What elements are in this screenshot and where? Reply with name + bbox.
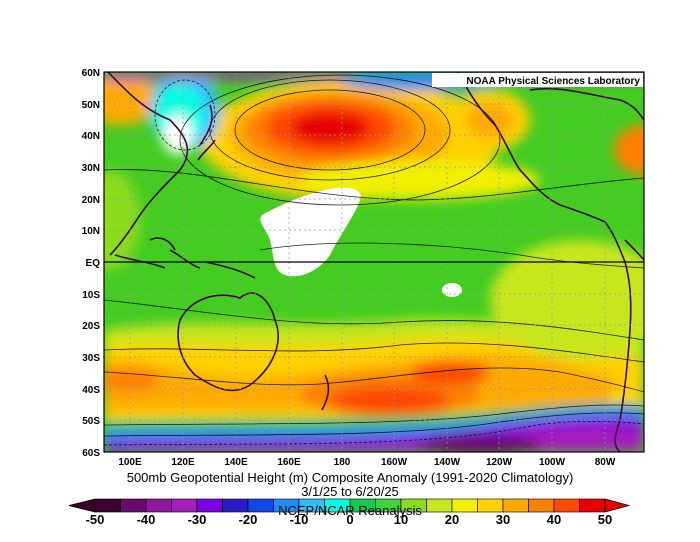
credit-box	[432, 73, 643, 87]
colorbar-tick-label: 30	[496, 512, 510, 527]
lat-label: EQ	[86, 258, 101, 269]
lat-label: 10N	[82, 226, 100, 237]
lat-label: 10S	[82, 290, 100, 301]
lon-labels: 100E 120E 140E 160E 180 160W 140W 120W 1…	[118, 457, 616, 468]
colorbar-tick-label: -10	[290, 512, 309, 527]
colorbar-tick-label: 0	[346, 512, 353, 527]
lat-label: 40S	[82, 385, 100, 396]
colorbar-ticks: -50 -40 -30 -20 -10 0 10 20 30 40 50	[86, 512, 613, 527]
caption-dates: 3/1/25 to 6/20/25	[301, 484, 399, 499]
colorbar-tick-label: -50	[86, 512, 105, 527]
lon-label: 160E	[277, 457, 301, 468]
lon-label: 140E	[224, 457, 248, 468]
lat-label: 20N	[82, 195, 100, 206]
colorbar-tick-label: 50	[598, 512, 612, 527]
lat-label: 30S	[82, 353, 100, 364]
lon-label: 120E	[171, 457, 195, 468]
colorbar-tick-label: 40	[547, 512, 561, 527]
lat-label: 30N	[82, 163, 100, 174]
lat-label: 60S	[82, 448, 100, 459]
colorbar-tick-label: -30	[188, 512, 207, 527]
credit-label: NOAA Physical Sciences Laboratory	[466, 76, 640, 87]
lon-label: 160W	[381, 457, 408, 468]
caption-source: NCEP/NCAR Reanalysis	[278, 503, 422, 518]
coastlines	[107, 72, 644, 452]
lon-label: 80W	[595, 457, 616, 468]
caption-title: 500mb Geopotential Height (m) Composite …	[126, 470, 574, 485]
lon-label: 140W	[434, 457, 461, 468]
colorbar-tick-label: 10	[394, 512, 408, 527]
lon-label: 100W	[539, 457, 566, 468]
colorbar	[68, 498, 631, 513]
map-frame	[103, 71, 645, 453]
lat-labels: 60N 50N 40N 30N 20N 10N EQ 10S 20S 30S 4…	[82, 68, 101, 459]
lon-label: 120W	[486, 457, 513, 468]
lon-label: 180	[334, 457, 351, 468]
colorbar-tick-label: 20	[445, 512, 459, 527]
lat-label: 20S	[82, 321, 100, 332]
lat-label: 40N	[82, 131, 100, 142]
colorbar-arrow-high	[604, 498, 631, 513]
lat-label: 50N	[82, 100, 100, 111]
lat-label: 60N	[82, 68, 100, 79]
lon-label: 100E	[118, 457, 142, 468]
colorbar-tick-label: -20	[239, 512, 258, 527]
lat-label: 50S	[82, 416, 100, 427]
colorbar-tick-label: -40	[137, 512, 156, 527]
